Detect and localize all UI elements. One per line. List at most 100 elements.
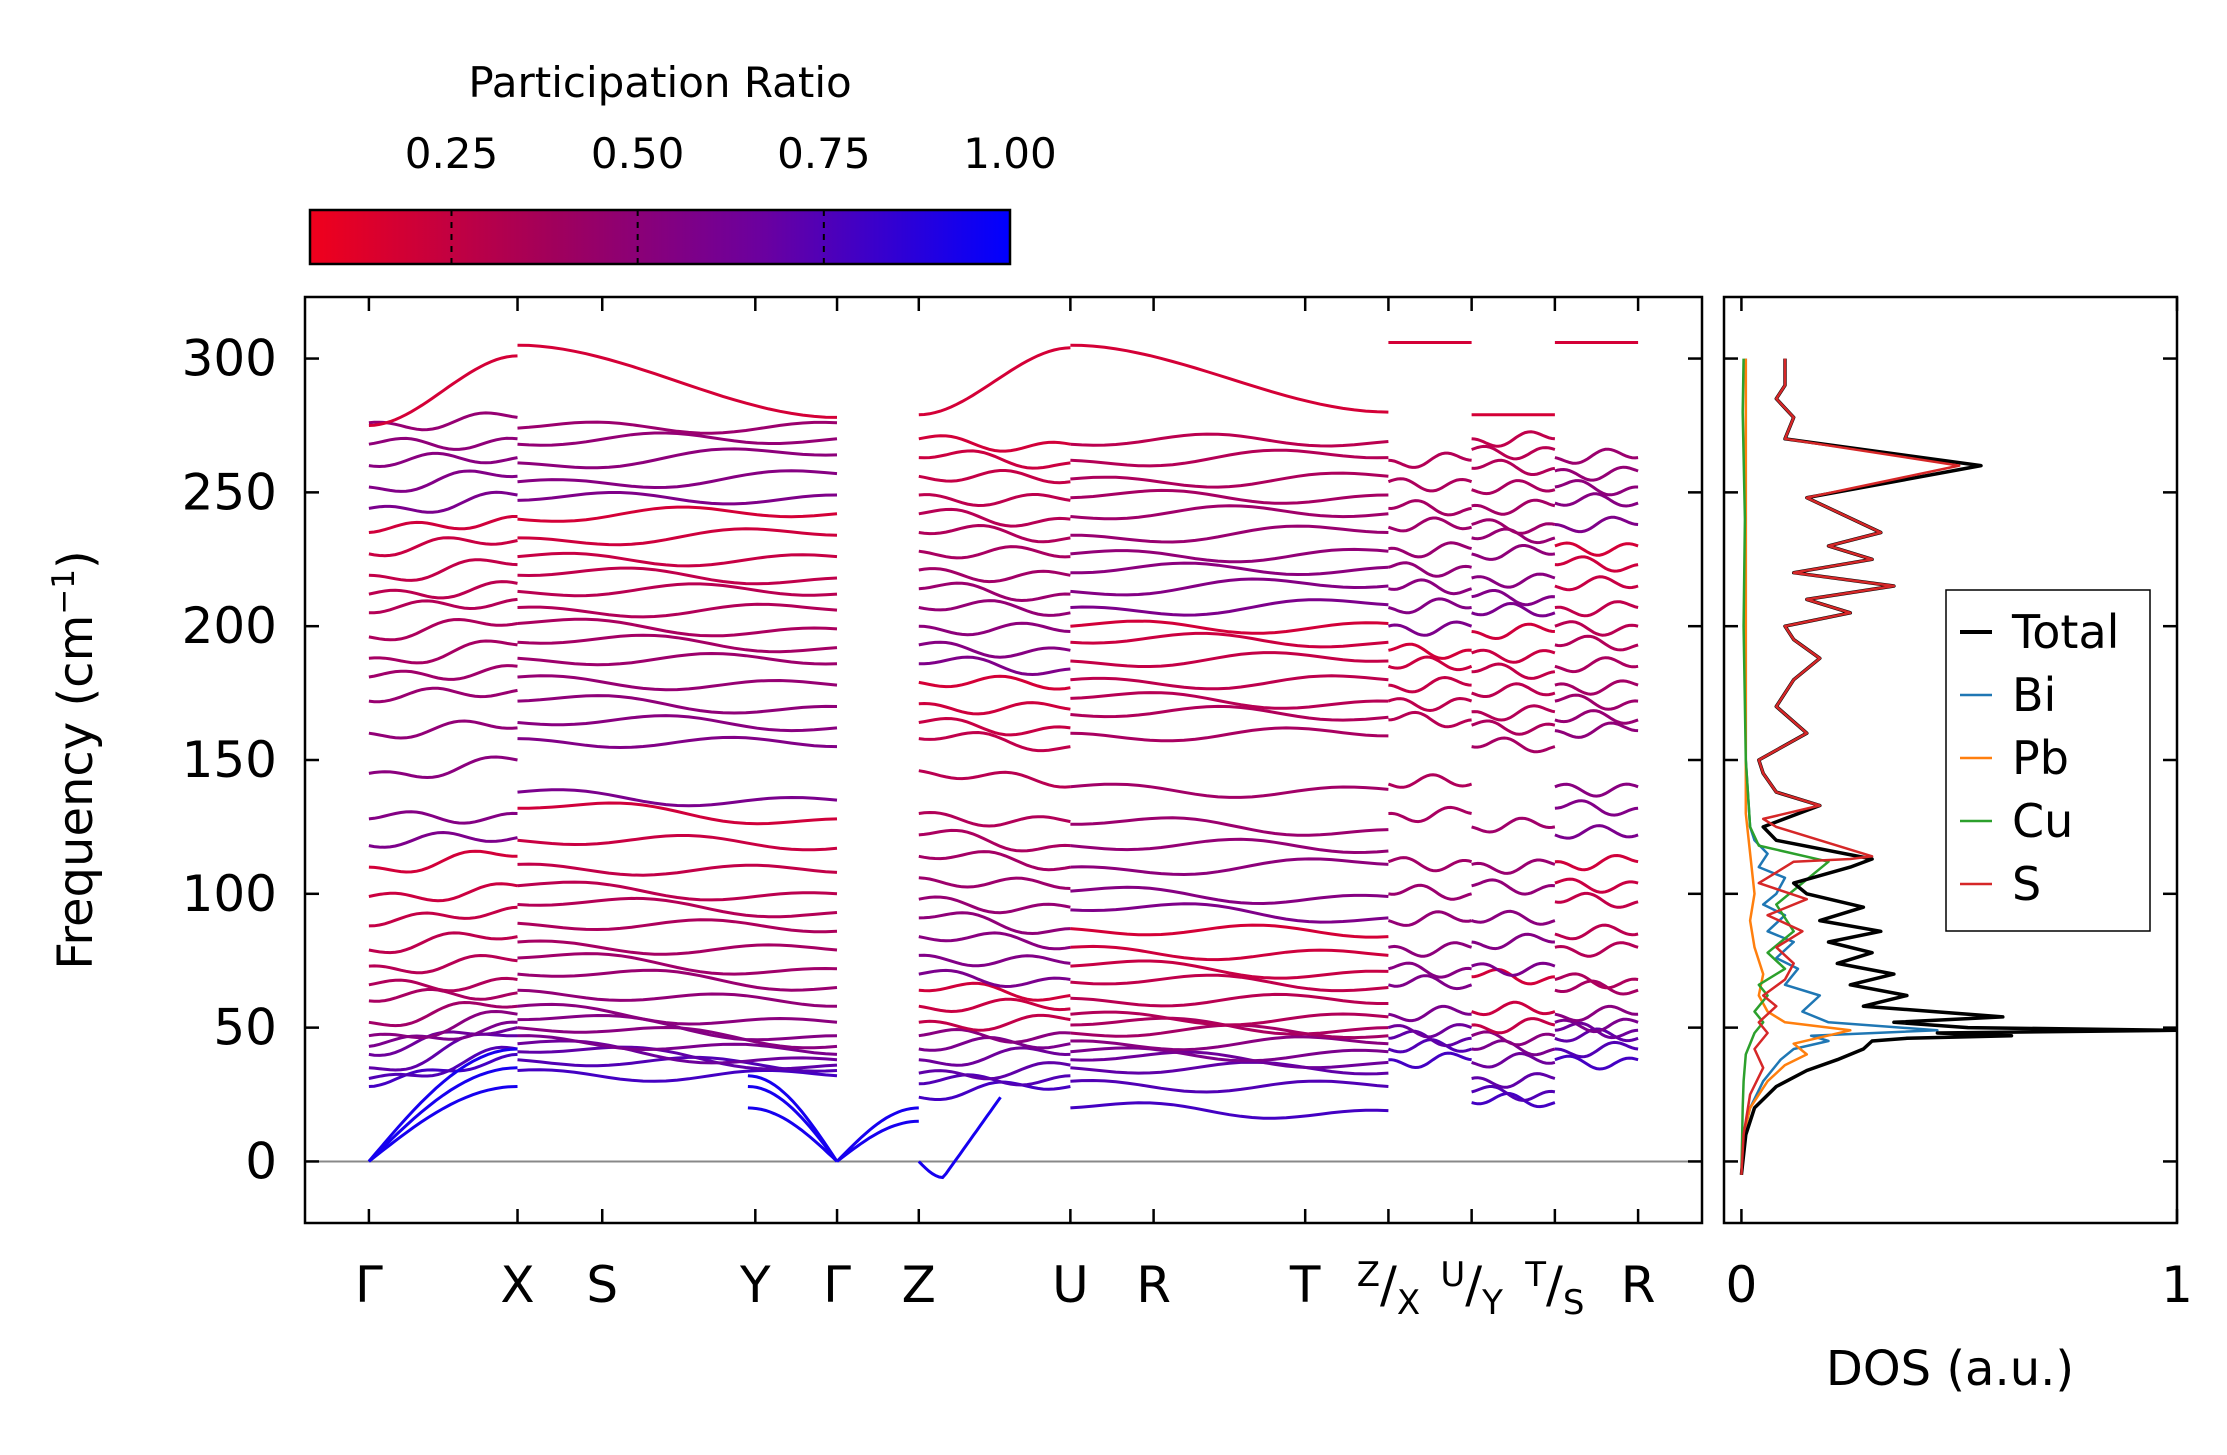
band-line [918,1027,1071,1044]
band-line [918,895,1071,915]
band-line [1471,704,1556,722]
band-line-top [368,354,518,427]
y-tick-label: 0 [245,1132,277,1190]
band-line [517,491,838,506]
band-line [1388,597,1472,615]
band-line [1388,451,1472,469]
band-line [1554,693,1639,711]
band-line [368,411,518,432]
band-line [1471,816,1556,834]
y-tick-label: 50 [213,999,277,1057]
band-line [517,633,838,654]
colorbar-tick-label: 1.00 [963,129,1057,178]
band-line [918,523,1071,544]
y-axis-title: Frequency (cm−1) [46,550,104,970]
k-point-label: T/S [1524,1255,1584,1323]
band-line [368,558,518,582]
band-line [1070,1101,1389,1120]
band-line [1471,662,1556,680]
band-line [918,1080,1071,1101]
band-line [1471,479,1556,496]
band-line [1070,1035,1389,1052]
dos-lines [1739,358,2177,1175]
band-line [517,939,838,956]
band-line [517,714,838,733]
band-line [517,431,838,447]
band-line [918,640,1071,659]
band-line [1070,837,1389,855]
band-line [1471,458,1556,476]
band-line [517,1002,838,1026]
k-point-label: Γ [355,1256,383,1314]
band-line [517,735,838,750]
band-line [918,911,1071,936]
band-line [1554,465,1639,482]
band-line [1070,691,1389,710]
band-line [517,880,838,902]
band-line [1070,577,1389,597]
band-line [918,810,1071,828]
band-line [918,981,1071,1002]
band-line [368,686,518,704]
y-tick-label: 250 [182,463,277,521]
legend-label-bi: Bi [2012,668,2056,722]
band-line [368,882,518,903]
band-line [1554,877,1639,894]
band-line [1554,824,1639,840]
y-tick-label: 200 [182,597,277,655]
band-line [368,580,518,600]
band-line [918,716,1071,737]
k-point-label: Z [902,1256,936,1314]
band-line [1471,622,1555,641]
band-line [1070,598,1389,617]
band-line [368,1020,518,1048]
band-line [368,617,518,642]
band-line [1554,515,1639,534]
band-line [1471,682,1556,698]
legend-label-total: Total [2011,605,2119,659]
y-tick-label: 300 [182,330,277,388]
band-line [1554,492,1639,508]
band-line [1471,1091,1556,1109]
band-line [918,968,1071,989]
band-line [1471,719,1556,736]
band-line [517,788,838,808]
band-line [1070,488,1389,505]
band-line [517,1013,838,1042]
band-line [517,1034,838,1056]
band-line [1070,631,1389,649]
band-line [517,834,838,852]
band-line [1471,544,1556,561]
band-line [1388,499,1472,517]
band-line [1554,1040,1639,1059]
band-line [918,674,1071,691]
band-line [517,651,838,667]
band-line [918,1046,1071,1067]
k-point-label: T [1289,1256,1321,1314]
band-line [1387,773,1473,789]
band-line [918,1061,1071,1081]
band-line [918,769,1071,789]
band-line [368,451,518,469]
band-line [368,597,518,615]
band-line [368,515,518,534]
band-line [918,876,1071,890]
band-line [918,953,1071,968]
band-line [1471,518,1556,535]
band-line [1471,1051,1556,1069]
band-line [517,447,838,470]
band-line [1070,944,1389,962]
band-line [1070,1046,1389,1063]
band-line [517,505,838,523]
band-line [1554,656,1639,674]
band-line [1471,1072,1556,1089]
dos-series-cu [1740,358,1830,1175]
band-line [517,988,838,1008]
band-line [918,545,1071,560]
band-line [1554,447,1639,465]
band-line [368,810,518,825]
band-line [1387,1023,1473,1039]
